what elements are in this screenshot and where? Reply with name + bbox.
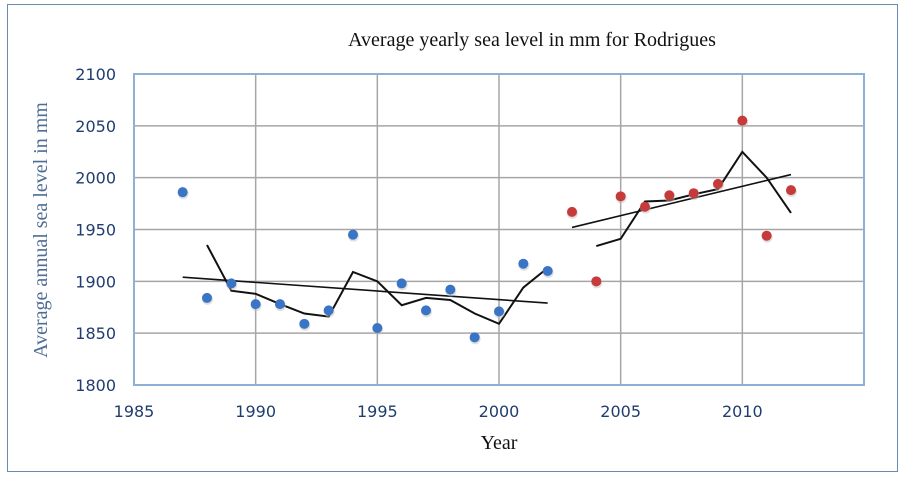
trend-line <box>182 276 548 304</box>
lines <box>182 150 792 326</box>
data-point <box>615 191 626 202</box>
trend-line <box>571 173 792 229</box>
plot-area <box>133 73 865 386</box>
x-tick-label: 2010 <box>722 402 763 421</box>
data-point <box>177 187 188 198</box>
grid <box>133 73 865 386</box>
data-point <box>421 305 431 316</box>
data-point <box>567 206 577 217</box>
x-axis-ticks: 1985 1990 1995 2000 2005 2010 <box>114 402 763 421</box>
y-tick-label: 2100 <box>75 65 116 84</box>
y-tick-label: 1800 <box>75 376 116 395</box>
data-point <box>688 188 699 199</box>
x-tick-label: 2000 <box>479 402 520 421</box>
data-point <box>591 276 602 287</box>
data-point <box>640 201 650 212</box>
data-point <box>396 278 407 289</box>
data-point <box>542 265 553 276</box>
data-point <box>664 190 675 201</box>
chart-frame <box>7 4 898 472</box>
x-axis-title: Year <box>481 432 518 454</box>
chart-title: Average yearly sea level in mm for Rodri… <box>348 29 716 51</box>
y-tick-label: 2050 <box>75 117 116 136</box>
data-point <box>786 185 796 196</box>
x-tick-label: 1985 <box>114 402 155 421</box>
data-point <box>299 318 310 329</box>
y-tick-label: 1950 <box>75 221 116 240</box>
data-point <box>445 284 456 295</box>
y-axis-ticks: 1800 1850 1900 1950 2000 2050 2100 <box>75 65 116 395</box>
data-point <box>494 306 504 317</box>
x-tick-label: 1995 <box>357 402 398 421</box>
data-point <box>737 115 748 126</box>
data-point <box>761 230 772 241</box>
data-point <box>348 229 358 240</box>
moving-average-line <box>206 244 549 326</box>
y-axis-title: Average annual sea level in mm <box>30 102 52 358</box>
data-point <box>469 332 480 343</box>
y-tick-label: 1850 <box>75 324 116 343</box>
data-point <box>275 299 285 310</box>
y-tick-label: 1900 <box>75 272 116 291</box>
x-tick-label: 1990 <box>235 402 276 421</box>
data-point <box>323 305 334 316</box>
data-point <box>226 278 237 289</box>
data-point <box>518 258 529 269</box>
data-point <box>202 292 212 303</box>
data-point <box>372 322 383 333</box>
data-point <box>250 299 261 310</box>
y-tick-label: 2000 <box>75 169 116 188</box>
x-tick-label: 2005 <box>600 402 641 421</box>
points <box>177 115 797 345</box>
data-point <box>713 178 723 189</box>
